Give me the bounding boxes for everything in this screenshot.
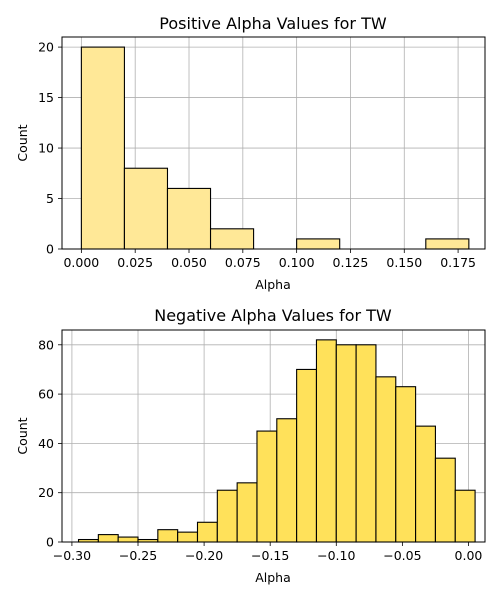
x-tick-label: 0.050 <box>171 255 207 270</box>
y-axis-ticks: 0 20 40 60 80 <box>38 337 62 550</box>
y-tick-label: 0 <box>46 242 54 257</box>
x-tick-label: 0.025 <box>117 255 153 270</box>
positive-alpha-chart: Positive Alpha Values for TW 0.000 0.025 0… <box>15 14 486 292</box>
y-tick-label: 80 <box>38 337 54 352</box>
x-axis-ticks: 0.000 0.025 0.050 0.075 0.100 0.125 0.150 0.175 <box>63 249 476 270</box>
x-tick-label: 0.00 <box>455 548 483 563</box>
histogram-bar <box>454 489 476 543</box>
y-tick-label: 20 <box>38 40 54 55</box>
histogram-bars <box>77 339 476 543</box>
x-axis-label: Alpha <box>255 570 291 585</box>
histogram-bar <box>395 386 417 543</box>
y-axis-ticks: 0 5 10 15 20 <box>38 40 62 257</box>
y-tick-label: 20 <box>38 485 54 500</box>
histogram-bar <box>276 418 298 543</box>
plot-frame <box>61 329 486 543</box>
histogram-bar <box>375 376 397 543</box>
histogram-bar <box>97 534 119 543</box>
histogram-bar <box>296 238 341 250</box>
y-tick-label: 40 <box>38 436 54 451</box>
histogram-bar <box>196 521 218 543</box>
x-tick-label: 0.075 <box>225 255 261 270</box>
x-tick-label: −0.10 <box>317 548 355 563</box>
x-tick-label: −0.20 <box>185 548 223 563</box>
y-tick-label: 0 <box>46 535 54 550</box>
x-tick-label: 0.100 <box>279 255 315 270</box>
y-axis-label: Count <box>15 124 30 161</box>
histogram-bar <box>355 344 377 543</box>
y-axis-label: Count <box>15 417 30 454</box>
x-tick-label: −0.15 <box>251 548 289 563</box>
histogram-bar <box>415 425 436 543</box>
x-axis-ticks: −0.30 −0.25 −0.20 −0.15 −0.10 −0.05 0.00 <box>53 542 483 563</box>
histogram-bar <box>256 430 278 543</box>
x-tick-label: −0.30 <box>53 548 91 563</box>
histogram-bar <box>434 457 456 543</box>
chart-title: Negative Alpha Values for TW <box>154 306 392 325</box>
histogram-bar <box>80 46 125 250</box>
histogram-bars <box>80 46 470 250</box>
y-tick-label: 60 <box>38 387 54 402</box>
y-tick-label: 10 <box>38 141 54 156</box>
histogram-bar <box>157 529 179 543</box>
histogram-bar <box>123 167 169 250</box>
negative-alpha-chart: Negative Alpha Values for TW −0.30 −0.25−… <box>15 306 486 585</box>
histogram-bar <box>315 339 337 543</box>
x-tick-label: 0.150 <box>386 255 422 270</box>
chart-title: Positive Alpha Values for TW <box>159 14 387 33</box>
x-tick-label: 0.000 <box>63 255 99 270</box>
y-tick-label: 5 <box>46 191 54 206</box>
histogram-bar <box>166 187 212 250</box>
histogram-bar <box>335 344 357 543</box>
histogram-bar <box>209 228 255 250</box>
y-tick-label: 15 <box>38 90 54 105</box>
histogram-bar <box>236 482 258 543</box>
plot-frame <box>61 36 486 250</box>
x-tick-label: 0.175 <box>440 255 476 270</box>
x-tick-label: 0.125 <box>333 255 369 270</box>
histogram-bar <box>216 489 238 543</box>
histogram-bar <box>425 238 470 250</box>
x-axis-label: Alpha <box>255 277 291 292</box>
histogram-bar <box>117 536 139 543</box>
x-tick-label: −0.25 <box>119 548 157 563</box>
histogram-bar <box>296 368 318 543</box>
x-tick-label: −0.05 <box>383 548 421 563</box>
histogram-bar <box>177 531 199 543</box>
